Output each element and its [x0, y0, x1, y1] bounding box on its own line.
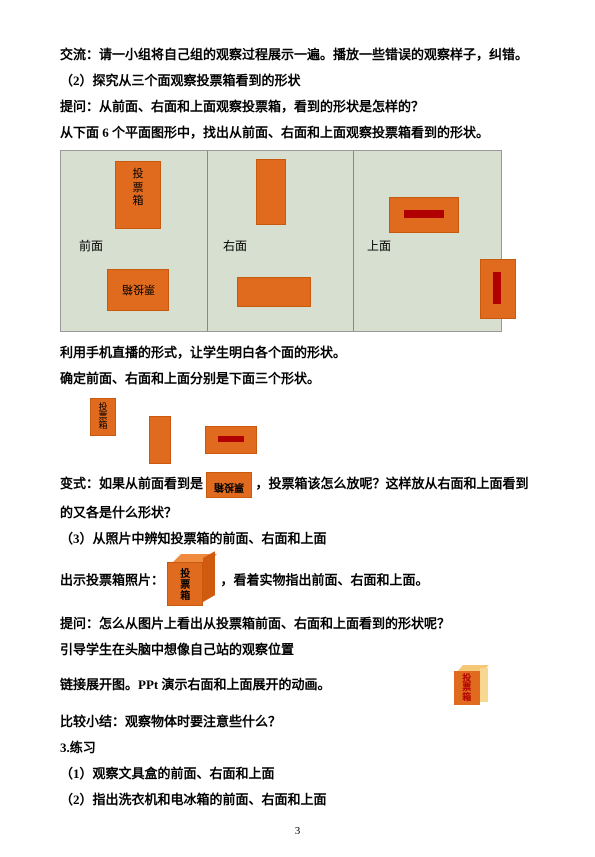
variant-inline-shape: 票投箱: [206, 472, 252, 498]
para-sub3: （3）从照片中辨知投票箱的前面、右面和上面: [60, 528, 535, 550]
label-front: 前面: [79, 237, 103, 254]
para-ex1: （1）观察文具盒的前面、右面和上面: [60, 763, 535, 785]
shape-front-ballot: 投票箱: [115, 161, 161, 229]
para-practice: 3.练习: [60, 737, 535, 759]
confirm-right: [149, 416, 171, 464]
ballot-label: 投票箱: [116, 168, 160, 208]
ballot-3d-photo: 投票箱: [167, 554, 217, 609]
para-compare: 比较小结：观察物体时要注意些什么？: [60, 711, 535, 733]
confirm-top: [205, 426, 257, 454]
para-ex2: （2）指出洗衣机和电冰箱的前面、右面和上面: [60, 789, 535, 811]
photo-text-b: ，看着实物指出前面、右面和上面。: [221, 572, 429, 587]
three-shapes-row: 投票箱: [90, 395, 535, 464]
shape-top-slot-vert: [480, 259, 516, 319]
unfold-minibox: 投票箱: [454, 665, 490, 707]
panel-divider-2: [353, 151, 354, 331]
para-sub2: （2）探究从三个面观察投票箱看到的形状: [60, 70, 535, 92]
variant-text-b: ，投票箱该怎么放呢？这样放从右面和上面看到: [256, 476, 529, 491]
unfold-text: 链接展开图。PPt 演示右面和上面展开的动画。: [60, 677, 330, 692]
para-unfold: 链接展开图。PPt 演示右面和上面展开的动画。 投票箱: [60, 665, 535, 707]
shape-top-slot-horiz: [389, 197, 459, 233]
shape-flipped-ballot: 票投箱: [107, 269, 169, 311]
variant-text-a: 变式：如果从前面看到是: [60, 476, 203, 491]
confirm-front: 投票箱: [90, 395, 124, 443]
label-right: 右面: [223, 237, 247, 254]
para-question2: 提问：怎么从图片上看出从投票箱前面、右面和上面看到的形状呢？: [60, 613, 535, 635]
photo-text-a: 出示投票箱照片：: [60, 572, 164, 587]
shapes-panel: 投票箱 前面 右面 上面 票投箱: [60, 150, 502, 332]
para-variant-2: 的又各是什么形状？: [60, 502, 535, 524]
para-instruction: 从下面 6 个平面图形中，找出从前面、右面和上面观察投票箱看到的形状。: [60, 122, 535, 144]
para-confirm-shapes: 确定前面、右面和上面分别是下面三个形状。: [60, 368, 535, 390]
para-livestream: 利用手机直播的形式，让学生明白各个面的形状。: [60, 342, 535, 364]
panel-divider-1: [207, 151, 208, 331]
shape-right-vert: [256, 159, 286, 225]
para-imagine: 引导学生在头脑中想像自己站的观察位置: [60, 639, 535, 661]
shape-right-horiz: [237, 277, 311, 307]
flipped-label: 票投箱: [122, 270, 155, 308]
para-variant: 变式：如果从前面看到是 票投箱 ，投票箱该怎么放呢？这样放从右面和上面看到: [60, 472, 535, 498]
label-top: 上面: [367, 237, 391, 254]
para-question1: 提问：从前面、右面和上面观察投票箱，看到的形状是怎样的？: [60, 96, 535, 118]
para-photo: 出示投票箱照片： 投票箱 ，看着实物指出前面、右面和上面。: [60, 554, 535, 609]
page-number: 3: [60, 825, 535, 837]
para-exchange: 交流：请一小组将自己组的观察过程展示一遍。播放一些错误的观察样子，纠错。: [60, 44, 535, 66]
